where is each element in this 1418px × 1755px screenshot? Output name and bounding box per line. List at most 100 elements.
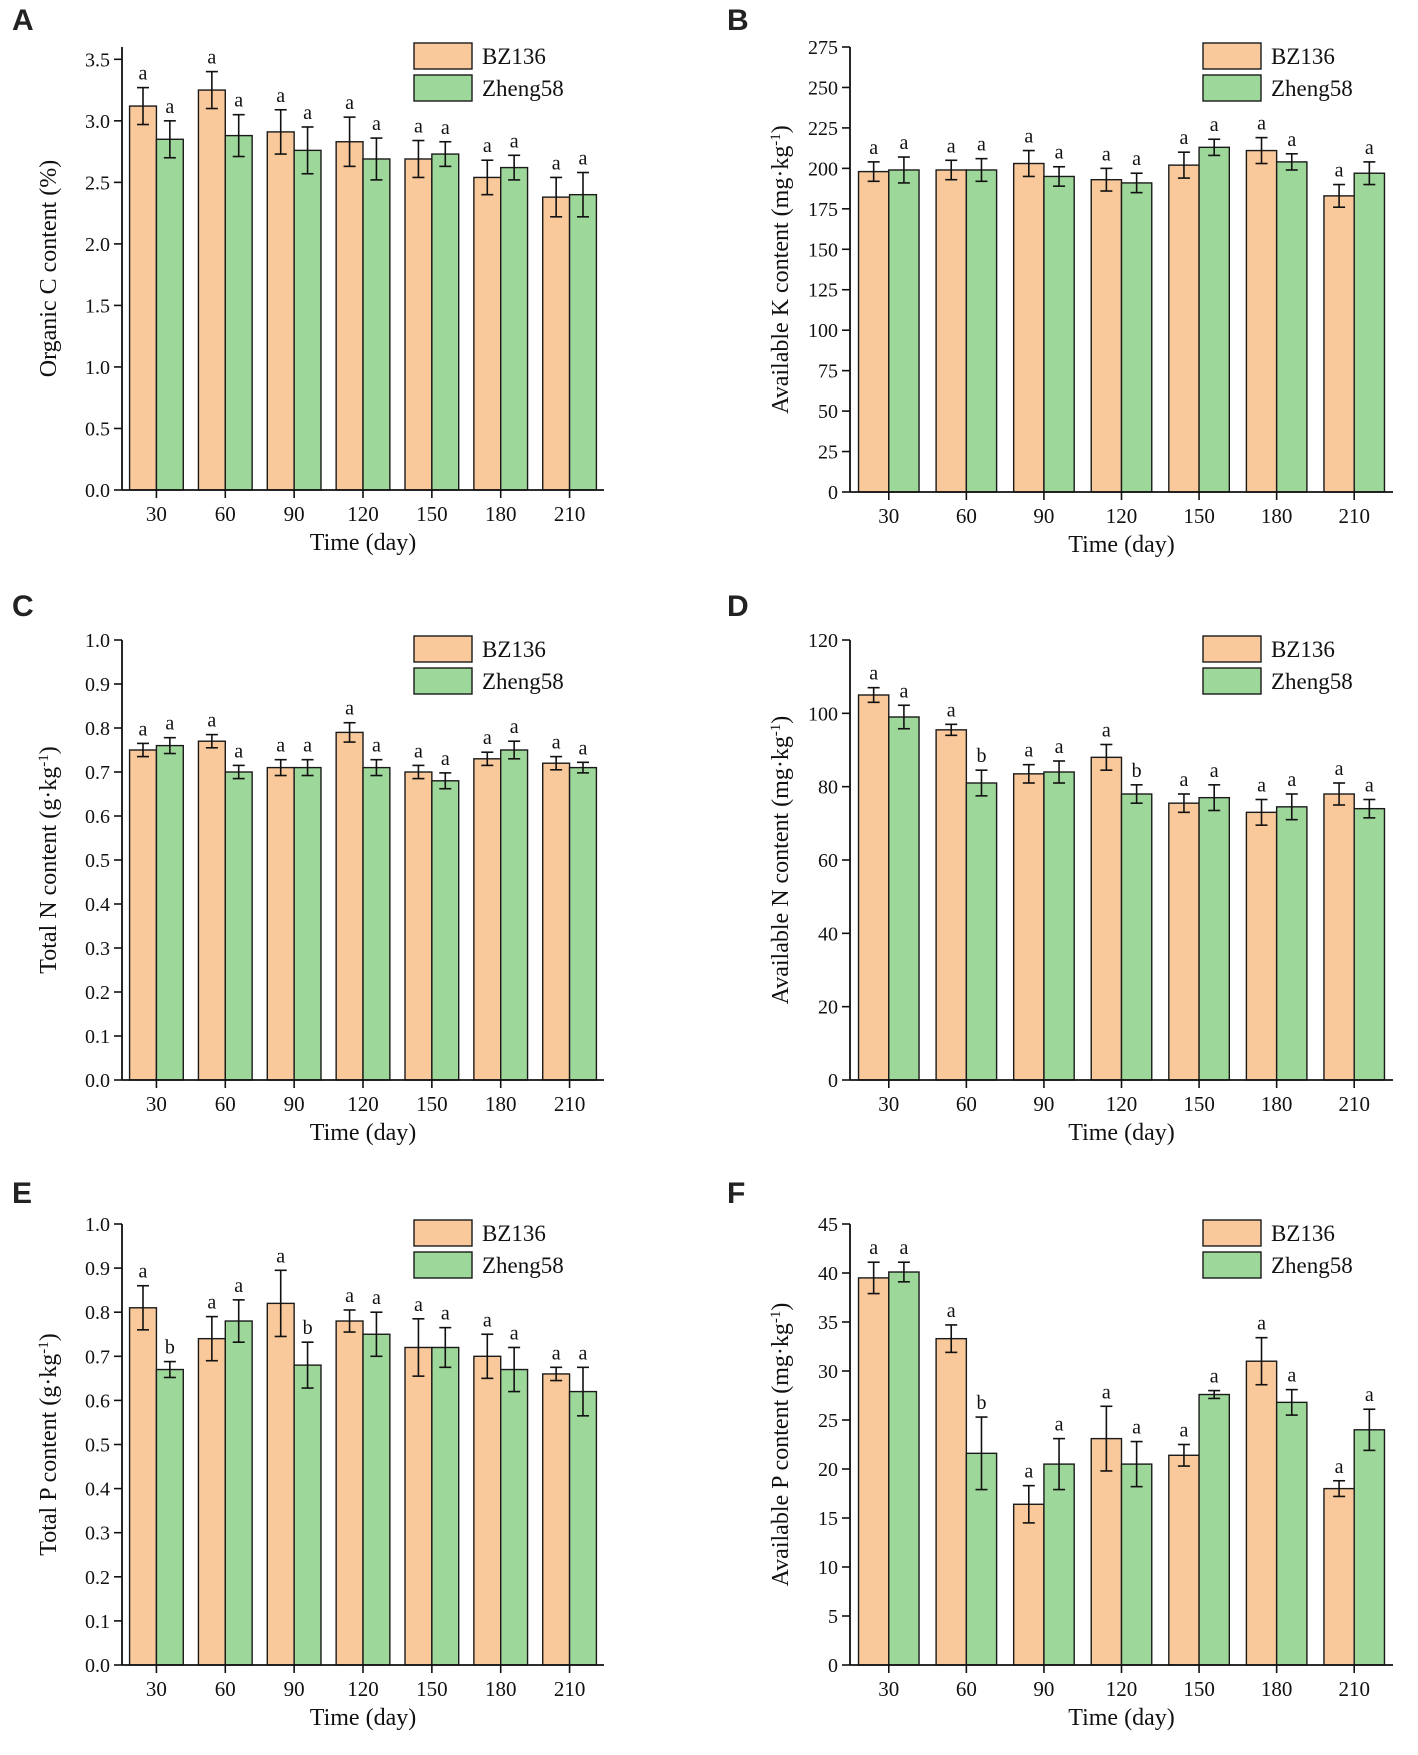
y-tick-label: 0.5	[85, 850, 110, 872]
legend-swatch-zheng58	[1202, 1251, 1262, 1279]
significance-letter: a	[1055, 736, 1064, 758]
significance-letter: a	[414, 740, 423, 762]
bar-bz136-60	[935, 729, 968, 1081]
x-tick-label: 90	[1033, 504, 1054, 528]
significance-letter: a	[303, 102, 312, 124]
bar-zheng58-90	[1043, 175, 1075, 493]
bar-bz136-30	[857, 694, 890, 1081]
bar-bz136-60	[197, 740, 226, 1081]
legend-label-bz136: BZ136	[1271, 1221, 1335, 1246]
bar-bz136-180	[473, 1355, 502, 1666]
significance-letter: a	[441, 117, 450, 139]
bar-bz136-90	[266, 131, 295, 491]
bar-zheng58-90	[293, 766, 322, 1081]
bar-bz136-150	[404, 158, 433, 491]
significance-letter: a	[977, 134, 986, 156]
x-tick-label: 60	[956, 1677, 977, 1701]
y-tick-label: 0.5	[85, 418, 110, 440]
x-tick-label: 150	[1183, 1677, 1215, 1701]
x-tick-label: 180	[1261, 1677, 1293, 1701]
y-tick-label: 35	[818, 1312, 838, 1334]
x-tick-label: 150	[416, 1677, 448, 1701]
x-tick-label: 150	[1183, 504, 1215, 528]
significance-letter: a	[1287, 129, 1296, 151]
legend-label-zheng58: Zheng58	[482, 1253, 564, 1278]
bar-zheng58-180	[500, 1368, 529, 1666]
panel-letter-e: E	[12, 1177, 33, 1210]
significance-letter: a	[483, 1309, 492, 1331]
significance-letter: a	[1055, 142, 1064, 164]
bar-bz136-180	[473, 176, 502, 491]
legend-swatch-bz136	[1202, 1219, 1262, 1247]
bar-bz136-90	[1012, 1503, 1045, 1666]
y-tick-label: 200	[808, 158, 838, 180]
significance-letter: a	[869, 1237, 878, 1259]
significance-letter: a	[372, 735, 381, 757]
y-axis-label-end: )	[768, 716, 794, 724]
y-tick-label: 1.0	[85, 630, 110, 652]
significance-letter: a	[1335, 758, 1344, 780]
bar-zheng58-210	[1353, 807, 1386, 1081]
y-tick-label: 0.0	[85, 1655, 110, 1677]
significance-letter: a	[372, 113, 381, 135]
bar-bz136-210	[1323, 195, 1355, 493]
significance-letter: a	[1024, 1461, 1033, 1483]
x-tick-label: 180	[485, 502, 517, 526]
y-axis-label-end: )	[768, 1303, 794, 1311]
bar-bz136-150	[404, 1346, 433, 1666]
y-axis-label: Available K content (mg·kg-1)	[768, 125, 794, 414]
significance-letter: a	[1102, 143, 1111, 165]
bar-bz136-210	[542, 762, 571, 1081]
y-axis-label: Total P content (g·kg-1)	[36, 1333, 62, 1556]
bar-zheng58-210	[1353, 1429, 1386, 1666]
y-axis-label-end: )	[36, 746, 62, 754]
bar-zheng58-60	[224, 1320, 253, 1666]
y-tick-label: 0.6	[85, 1390, 110, 1412]
significance-letter: a	[579, 1342, 588, 1364]
legend-label-zheng58: Zheng58	[1271, 76, 1353, 101]
x-tick-label: 210	[1338, 1677, 1370, 1701]
x-axis-label: Time (day)	[310, 1705, 416, 1731]
bar-bz136-120	[335, 1320, 364, 1666]
significance-letter: a	[234, 90, 243, 112]
significance-letter: a	[1335, 1456, 1344, 1478]
bar-zheng58-60	[224, 771, 253, 1081]
bar-zheng58-150	[1198, 146, 1231, 493]
x-tick-label: 150	[1183, 1092, 1215, 1116]
significance-letter: a	[345, 698, 354, 720]
y-axis-label: Total N content (g·kg-1)	[36, 746, 62, 973]
y-tick-label: 3.0	[85, 111, 110, 133]
legend-swatch-bz136	[413, 635, 473, 663]
y-tick-label: 25	[818, 442, 838, 464]
bar-zheng58-150	[1198, 1393, 1231, 1666]
legend-label-bz136: BZ136	[482, 1221, 546, 1246]
bar-bz136-60	[935, 1337, 968, 1666]
y-tick-label: 0.9	[85, 674, 110, 696]
y-tick-label: 10	[818, 1557, 838, 1579]
y-tick-label: 0	[828, 482, 838, 504]
y-tick-label: 250	[808, 77, 838, 99]
bar-bz136-60	[197, 1337, 226, 1666]
y-axis-label-superscript: -1	[768, 724, 784, 737]
x-tick-label: 120	[1106, 1677, 1138, 1701]
legend-swatch-bz136	[413, 42, 473, 70]
bar-zheng58-120	[1120, 182, 1153, 493]
y-tick-label: 80	[818, 777, 838, 799]
x-tick-label: 210	[1338, 504, 1370, 528]
y-tick-label: 1.0	[85, 357, 110, 379]
x-tick-label: 180	[1261, 1092, 1293, 1116]
significance-letter: a	[947, 699, 956, 721]
x-tick-label: 90	[284, 1092, 305, 1116]
bar-zheng58-180	[1275, 806, 1308, 1081]
y-tick-label: 0.5	[85, 1435, 110, 1457]
y-tick-label: 0.2	[85, 1567, 110, 1589]
bar-bz136-150	[404, 771, 433, 1081]
legend-label-zheng58: Zheng58	[1271, 1253, 1353, 1278]
significance-letter: a	[234, 740, 243, 762]
significance-letter: a	[1102, 1381, 1111, 1403]
significance-letter: a	[372, 1287, 381, 1309]
y-tick-label: 3.5	[85, 49, 110, 71]
bar-zheng58-120	[362, 158, 391, 491]
